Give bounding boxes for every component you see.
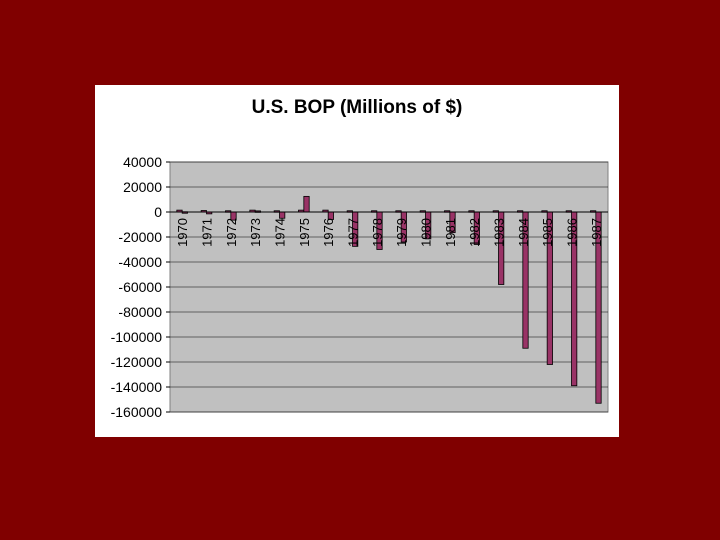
x-tick-label: 1977 (346, 218, 361, 247)
x-tick-label: 1971 (200, 218, 215, 247)
y-tick-label: 0 (154, 204, 162, 220)
x-tick-label: 1981 (443, 218, 458, 247)
bar-1975-s2 (303, 195, 310, 213)
x-tick-label: 1976 (321, 218, 336, 247)
x-tick-label: 1970 (175, 218, 190, 247)
x-axis-tick-labels: 1970 1971 1972 1973 1974 1975 1976 1977 1978 1979… (175, 218, 604, 247)
y-tick-label: -40000 (118, 254, 162, 270)
y-tick-label: -140000 (111, 379, 163, 395)
x-tick-label: 1973 (248, 218, 263, 247)
x-tick-label: 1984 (516, 218, 531, 247)
x-tick-label: 1987 (589, 218, 604, 247)
y-tick-label: -60000 (118, 279, 162, 295)
y-tick-label: -120000 (111, 354, 163, 370)
chart-title: U.S. BOP (Millions of $) (251, 97, 463, 118)
x-tick-label: 1979 (394, 218, 409, 247)
x-tick-label: 1985 (540, 218, 555, 247)
x-tick-label: 1978 (370, 218, 385, 247)
x-tick-label: 1972 (224, 218, 239, 247)
chart-panel: U.S. BOP (Millions of $) 40000 20000 0 -200… (95, 85, 619, 437)
x-tick-label: 1974 (273, 218, 288, 247)
y-tick-label: -100000 (111, 329, 163, 345)
x-tick-label: 1983 (492, 218, 507, 247)
y-tick-label: 20000 (123, 179, 162, 195)
bar-chart: 40000 20000 0 -20000 -40000 -60000 -80000 -1000… (111, 154, 609, 420)
y-tick-label: -160000 (111, 404, 163, 420)
x-tick-label: 1975 (297, 218, 312, 247)
y-tick-label: 40000 (123, 154, 162, 170)
y-axis-tick-labels: 40000 20000 0 -20000 -40000 -60000 -80000 -1000… (111, 154, 163, 420)
y-tick-label: -80000 (118, 304, 162, 320)
x-tick-label: 1980 (419, 218, 434, 247)
bar-1974-s2 (279, 211, 286, 219)
x-tick-label: 1982 (467, 218, 482, 247)
y-tick-label: -20000 (118, 229, 162, 245)
x-tick-label: 1986 (565, 218, 580, 247)
